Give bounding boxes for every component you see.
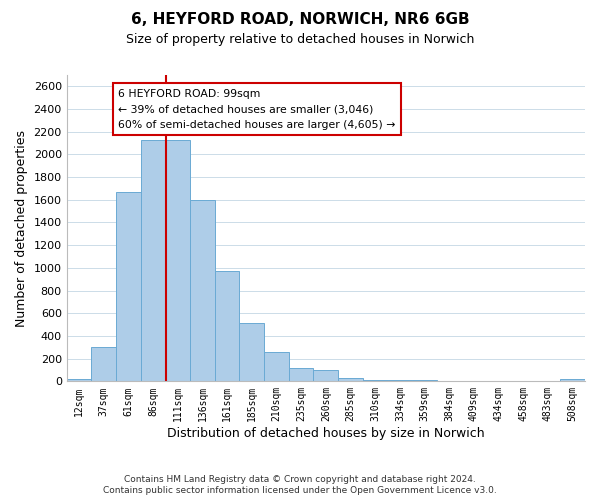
- Text: Size of property relative to detached houses in Norwich: Size of property relative to detached ho…: [126, 32, 474, 46]
- Text: 6, HEYFORD ROAD, NORWICH, NR6 6GB: 6, HEYFORD ROAD, NORWICH, NR6 6GB: [131, 12, 469, 28]
- Bar: [437, 381, 461, 382]
- Bar: [215, 272, 239, 382]
- Bar: [67, 379, 91, 382]
- Bar: [264, 352, 289, 382]
- Bar: [289, 368, 313, 382]
- Bar: [239, 324, 264, 382]
- Text: 6 HEYFORD ROAD: 99sqm
← 39% of detached houses are smaller (3,046)
60% of semi-d: 6 HEYFORD ROAD: 99sqm ← 39% of detached …: [119, 88, 396, 130]
- Bar: [388, 380, 412, 382]
- Bar: [166, 140, 190, 382]
- Bar: [116, 192, 141, 382]
- Y-axis label: Number of detached properties: Number of detached properties: [15, 130, 28, 326]
- Bar: [511, 381, 536, 382]
- Bar: [412, 380, 437, 382]
- Bar: [313, 370, 338, 382]
- Bar: [536, 381, 560, 382]
- Bar: [91, 348, 116, 382]
- X-axis label: Distribution of detached houses by size in Norwich: Distribution of detached houses by size …: [167, 427, 485, 440]
- Bar: [363, 380, 388, 382]
- Bar: [190, 200, 215, 382]
- Bar: [486, 381, 511, 382]
- Bar: [560, 379, 585, 382]
- Text: Contains HM Land Registry data © Crown copyright and database right 2024.: Contains HM Land Registry data © Crown c…: [124, 475, 476, 484]
- Bar: [461, 381, 486, 382]
- Bar: [338, 378, 363, 382]
- Text: Contains public sector information licensed under the Open Government Licence v3: Contains public sector information licen…: [103, 486, 497, 495]
- Bar: [141, 140, 166, 382]
